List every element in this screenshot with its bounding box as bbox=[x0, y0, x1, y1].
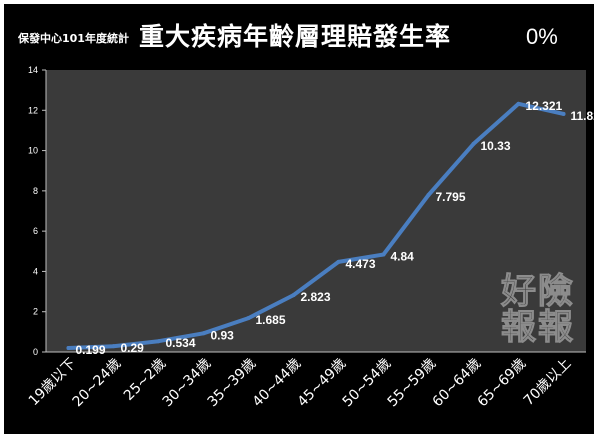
unit-label: 0% bbox=[526, 24, 558, 49]
y-axis: 0 2 4 6 8 10 12 14 bbox=[28, 65, 47, 357]
source-note: 保發中心101年度統計 bbox=[18, 32, 129, 45]
plot-area bbox=[46, 70, 586, 352]
x-tick-label: 30~34歲 bbox=[160, 356, 215, 411]
y-tick-label: 0 bbox=[33, 347, 38, 357]
data-label: 12.321 bbox=[526, 99, 563, 113]
x-tick-label: 20~24歲 bbox=[70, 356, 125, 411]
data-point bbox=[246, 316, 251, 321]
data-point bbox=[291, 293, 296, 298]
y-tick-label: 8 bbox=[33, 186, 38, 196]
chart-frame: 保發中心101年度統計 重大疾病年齡層理賠發生率 0% 0 2 4 6 8 10 12 14 … bbox=[4, 4, 594, 434]
data-label: 0.29 bbox=[121, 341, 145, 355]
data-point bbox=[516, 101, 521, 106]
data-label: 1.685 bbox=[256, 313, 286, 327]
x-tick-label: 40~44歲 bbox=[250, 356, 305, 411]
data-label: 10.33 bbox=[481, 139, 511, 153]
data-point bbox=[471, 141, 476, 146]
y-tick-label: 12 bbox=[28, 105, 38, 115]
x-tick-label: 45~49歲 bbox=[295, 356, 350, 411]
series-group bbox=[66, 101, 566, 350]
x-tick-label: 55~59歲 bbox=[385, 356, 440, 411]
y-tick-label: 2 bbox=[33, 307, 38, 317]
chart-title: 重大疾病年齡層理賠發生率 bbox=[139, 22, 452, 51]
data-labels: 0.199 0.29 0.534 0.93 1.685 2.823 4.473 4.84 7.7… bbox=[76, 99, 595, 357]
data-point bbox=[156, 339, 161, 344]
data-point bbox=[336, 259, 341, 264]
y-tick-label: 10 bbox=[28, 146, 38, 156]
x-tick-label: 35~39歲 bbox=[205, 356, 260, 411]
data-label: 2.823 bbox=[301, 290, 331, 304]
data-point bbox=[426, 192, 431, 197]
y-tick-label: 6 bbox=[33, 226, 38, 236]
data-label: 7.795 bbox=[436, 190, 466, 204]
data-label: 0.93 bbox=[211, 328, 235, 342]
data-label: 0.199 bbox=[76, 343, 106, 357]
x-tick-label: 65~69歲 bbox=[475, 356, 530, 411]
series-line bbox=[66, 101, 566, 350]
data-label: 0.534 bbox=[166, 336, 196, 350]
x-tick-label: 60~64歲 bbox=[430, 356, 485, 411]
data-label: 4.84 bbox=[391, 250, 415, 264]
data-point bbox=[381, 252, 386, 257]
data-point bbox=[201, 331, 206, 336]
data-label: 11.822 bbox=[571, 109, 595, 123]
y-tick-label: 4 bbox=[33, 266, 38, 276]
y-tick-label: 14 bbox=[28, 65, 38, 75]
data-point bbox=[66, 345, 71, 350]
x-axis: 19歲以下20~24歲25~2歲30~34歲35~39歲40~44歲45~49歲… bbox=[26, 351, 586, 411]
data-label: 4.473 bbox=[346, 257, 376, 271]
x-tick-label: 50~54歲 bbox=[340, 356, 395, 411]
x-tick-label: 70歲以上 bbox=[521, 356, 575, 410]
data-point bbox=[561, 111, 566, 116]
data-point bbox=[111, 344, 116, 349]
watermark-logo: 好險 報報 bbox=[501, 272, 576, 348]
line-chart: 0 2 4 6 8 10 12 14 19歲以下20~24歲25~2歲30~34歲35~39歲… bbox=[26, 65, 595, 411]
